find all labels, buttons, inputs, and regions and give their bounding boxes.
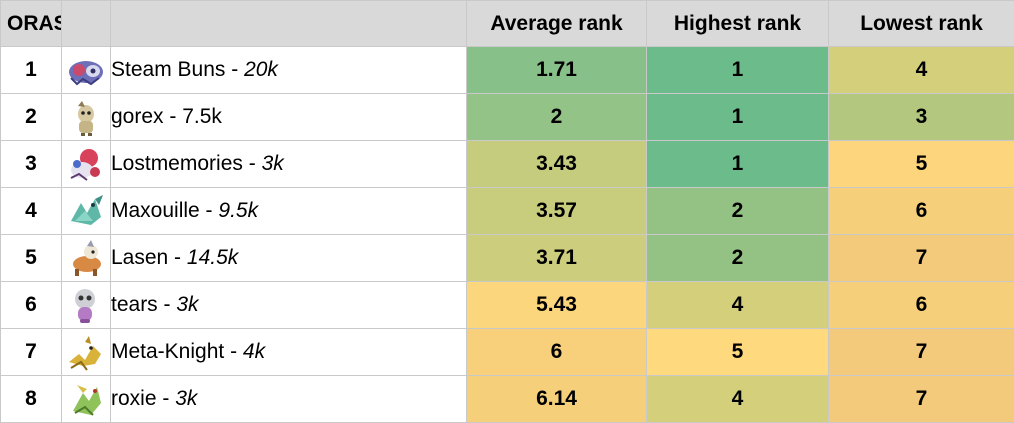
table-row: 2 gorex - 7.5k 2 1 3 [1,94,1014,141]
average-rank-cell[interactable]: 5.43 [467,282,647,329]
header-name[interactable] [111,1,467,47]
sprite-cell[interactable] [62,141,111,188]
table-body: 1 Steam Buns - 20k 1.71 1 4 2 gorex - 7.… [1,47,1014,423]
highest-rank-cell[interactable]: 1 [647,141,829,188]
player-points: 9.5k [218,199,258,222]
average-rank-cell[interactable]: 3.43 [467,141,647,188]
rank-number-cell[interactable]: 2 [1,94,62,141]
player-name: roxie [111,387,157,410]
header-sprite[interactable] [62,1,111,47]
player-name-cell[interactable]: gorex - 7.5k [111,94,467,141]
player-name-cell[interactable]: Lasen - 14.5k [111,235,467,282]
player-points: 20k [244,58,278,81]
table-row: 6 tears - 3k 5.43 4 6 [1,282,1014,329]
player-name-cell[interactable]: Maxouille - 9.5k [111,188,467,235]
rank-number-cell[interactable]: 5 [1,235,62,282]
rank-number-cell[interactable]: 4 [1,188,62,235]
red-clown-sprite-icon [65,155,107,172]
beige-creature-sprite-icon [65,108,107,125]
sprite-cell[interactable] [62,376,111,423]
player-points: 3k [175,387,197,410]
average-rank-cell[interactable]: 2 [467,94,647,141]
lowest-rank-cell[interactable]: 6 [829,282,1014,329]
lowest-rank-cell[interactable]: 7 [829,376,1014,423]
player-name: Maxouille [111,199,200,222]
player-name: Lostmemories [111,152,243,175]
rank-number-cell[interactable]: 8 [1,376,62,423]
blue-ghost-sprite-icon [65,61,107,78]
player-name-cell[interactable]: Steam Buns - 20k [111,47,467,94]
name-separator: - [158,293,177,316]
player-name: Lasen [111,246,168,269]
sprite-cell[interactable] [62,47,111,94]
average-rank-cell[interactable]: 3.71 [467,235,647,282]
average-rank-cell[interactable]: 1.71 [467,47,647,94]
player-name: tears [111,293,158,316]
highest-rank-cell[interactable]: 4 [647,376,829,423]
grey-skull-sprite-icon [65,296,107,313]
player-name-cell[interactable]: Lostmemories - 3k [111,141,467,188]
player-points: 14.5k [187,246,238,269]
highest-rank-cell[interactable]: 4 [647,282,829,329]
highest-rank-cell[interactable]: 2 [647,188,829,235]
table-row: 7 Meta-Knight - 4k 6 5 7 [1,329,1014,376]
average-rank-cell[interactable]: 6 [467,329,647,376]
lowest-rank-cell[interactable]: 3 [829,94,1014,141]
sprite-cell[interactable] [62,329,111,376]
highest-rank-cell[interactable]: 1 [647,47,829,94]
sprite-cell[interactable] [62,282,111,329]
table-row: 3 Lostmemories - 3k 3.43 1 5 [1,141,1014,188]
table-row: 8 roxie - 3k 6.14 4 7 [1,376,1014,423]
player-name-cell[interactable]: roxie - 3k [111,376,467,423]
rank-number-cell[interactable]: 3 [1,141,62,188]
name-separator: - [200,199,219,222]
table-row: 4 Maxouille - 9.5k 3.57 2 6 [1,188,1014,235]
highest-rank-cell[interactable]: 2 [647,235,829,282]
green-mantis-sprite-icon [65,390,107,407]
header-row: ORAS Average rank Highest rank Lowest ra… [1,1,1014,47]
name-separator: - [225,58,244,81]
teal-dragon-sprite-icon [65,202,107,219]
lowest-rank-cell[interactable]: 5 [829,141,1014,188]
player-points: 4k [243,340,265,363]
player-name-cell[interactable]: Meta-Knight - 4k [111,329,467,376]
name-separator: - [164,105,183,128]
sprite-cell[interactable] [62,188,111,235]
lowest-rank-cell[interactable]: 6 [829,188,1014,235]
player-name: gorex [111,105,164,128]
lowest-rank-cell[interactable]: 4 [829,47,1014,94]
average-rank-cell[interactable]: 6.14 [467,376,647,423]
rank-number-cell[interactable]: 1 [1,47,62,94]
player-name-cell[interactable]: tears - 3k [111,282,467,329]
lowest-rank-cell[interactable]: 7 [829,235,1014,282]
highest-rank-cell[interactable]: 5 [647,329,829,376]
player-points: 3k [262,152,284,175]
highest-rank-cell[interactable]: 1 [647,94,829,141]
table-row: 1 Steam Buns - 20k 1.71 1 4 [1,47,1014,94]
sprite-cell[interactable] [62,235,111,282]
header-oras[interactable]: ORAS [1,1,62,47]
header-lowest-rank[interactable]: Lowest rank [829,1,1014,47]
name-separator: - [224,340,243,363]
table-row: 5 Lasen - 14.5k 3.71 2 7 [1,235,1014,282]
rank-number-cell[interactable]: 7 [1,329,62,376]
player-points: 7.5k [182,105,222,128]
player-name: Steam Buns [111,58,225,81]
sprite-cell[interactable] [62,94,111,141]
gold-insect-sprite-icon [65,343,107,360]
rank-number-cell[interactable]: 6 [1,282,62,329]
name-separator: - [157,387,176,410]
orange-beast-sprite-icon [65,249,107,266]
lowest-rank-cell[interactable]: 7 [829,329,1014,376]
player-name: Meta-Knight [111,340,224,363]
average-rank-cell[interactable]: 3.57 [467,188,647,235]
header-highest-rank[interactable]: Highest rank [647,1,829,47]
name-separator: - [243,152,262,175]
header-average-rank[interactable]: Average rank [467,1,647,47]
player-points: 3k [176,293,198,316]
name-separator: - [168,246,187,269]
